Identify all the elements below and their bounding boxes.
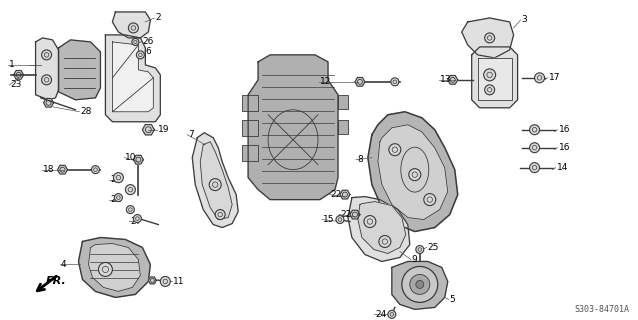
Text: FR.: FR. — [45, 276, 66, 286]
Polygon shape — [192, 133, 238, 228]
Polygon shape — [89, 244, 140, 292]
Circle shape — [416, 245, 424, 253]
Polygon shape — [471, 47, 517, 108]
Polygon shape — [112, 42, 153, 112]
Circle shape — [388, 310, 396, 318]
Text: 20: 20 — [110, 175, 122, 184]
Polygon shape — [392, 261, 448, 309]
Polygon shape — [200, 142, 232, 220]
Text: 15: 15 — [323, 215, 334, 224]
Text: S303-84701A: S303-84701A — [574, 305, 629, 314]
Polygon shape — [448, 76, 457, 84]
Circle shape — [160, 276, 170, 286]
Text: 23: 23 — [11, 80, 22, 89]
Circle shape — [336, 216, 344, 224]
Polygon shape — [348, 196, 410, 261]
Text: 1: 1 — [9, 60, 15, 69]
Circle shape — [379, 236, 391, 247]
Text: 19: 19 — [158, 125, 170, 134]
Text: 14: 14 — [556, 163, 568, 172]
Circle shape — [416, 280, 424, 288]
Circle shape — [114, 194, 122, 202]
Circle shape — [41, 75, 52, 85]
Bar — [242, 120, 258, 136]
Text: 5: 5 — [450, 295, 456, 304]
Circle shape — [126, 185, 135, 195]
Text: 24: 24 — [375, 310, 386, 319]
Circle shape — [391, 78, 399, 86]
Polygon shape — [36, 38, 59, 100]
Polygon shape — [78, 237, 151, 297]
Polygon shape — [43, 99, 54, 107]
Text: 8: 8 — [357, 155, 362, 164]
Circle shape — [530, 163, 540, 173]
Polygon shape — [112, 12, 151, 38]
Text: 10: 10 — [126, 153, 137, 162]
Circle shape — [128, 23, 138, 33]
Text: 4: 4 — [61, 260, 66, 269]
Bar — [338, 95, 348, 109]
Circle shape — [137, 51, 144, 59]
Circle shape — [364, 216, 376, 228]
Circle shape — [41, 50, 52, 60]
Text: 7: 7 — [188, 130, 194, 139]
Text: 6: 6 — [145, 47, 151, 56]
Text: 18: 18 — [43, 165, 54, 174]
Text: 22: 22 — [340, 210, 351, 219]
Polygon shape — [142, 124, 154, 135]
Circle shape — [409, 169, 421, 180]
Circle shape — [114, 173, 123, 183]
Text: 2: 2 — [155, 13, 161, 22]
Circle shape — [133, 215, 142, 222]
Circle shape — [484, 69, 496, 81]
Polygon shape — [378, 125, 448, 220]
Circle shape — [410, 275, 430, 294]
Polygon shape — [133, 155, 144, 164]
Text: 3: 3 — [522, 15, 528, 24]
Circle shape — [402, 267, 438, 302]
Polygon shape — [350, 210, 360, 219]
Text: 9: 9 — [412, 255, 417, 264]
Text: 21: 21 — [110, 195, 122, 204]
Text: 13: 13 — [440, 75, 451, 84]
Circle shape — [530, 143, 540, 153]
Text: 12: 12 — [320, 77, 331, 86]
Text: 22: 22 — [330, 190, 341, 199]
Text: 16: 16 — [558, 143, 570, 152]
Polygon shape — [248, 55, 338, 200]
Text: 11: 11 — [174, 277, 185, 286]
Circle shape — [126, 205, 135, 213]
Circle shape — [535, 73, 545, 83]
Text: 25: 25 — [427, 243, 439, 252]
Bar — [242, 95, 258, 111]
Polygon shape — [358, 202, 406, 253]
Text: 17: 17 — [549, 73, 560, 82]
Polygon shape — [13, 70, 24, 79]
Circle shape — [424, 194, 436, 205]
Polygon shape — [59, 40, 100, 100]
Polygon shape — [105, 35, 160, 122]
Polygon shape — [478, 58, 512, 100]
Circle shape — [209, 179, 221, 191]
Polygon shape — [368, 112, 457, 232]
Circle shape — [389, 144, 401, 156]
Bar — [242, 145, 258, 161]
Text: 28: 28 — [80, 107, 92, 116]
Text: 27: 27 — [130, 217, 142, 226]
Circle shape — [215, 210, 225, 220]
Polygon shape — [149, 277, 156, 284]
Polygon shape — [462, 18, 514, 58]
Circle shape — [91, 166, 100, 174]
Circle shape — [485, 33, 494, 43]
Polygon shape — [355, 77, 365, 86]
Polygon shape — [340, 190, 350, 199]
Circle shape — [132, 38, 139, 45]
Circle shape — [530, 125, 540, 135]
Circle shape — [98, 262, 112, 276]
Text: 16: 16 — [558, 125, 570, 134]
Polygon shape — [57, 165, 68, 174]
Bar — [338, 120, 348, 134]
Circle shape — [485, 85, 494, 95]
Text: 26: 26 — [142, 37, 154, 46]
